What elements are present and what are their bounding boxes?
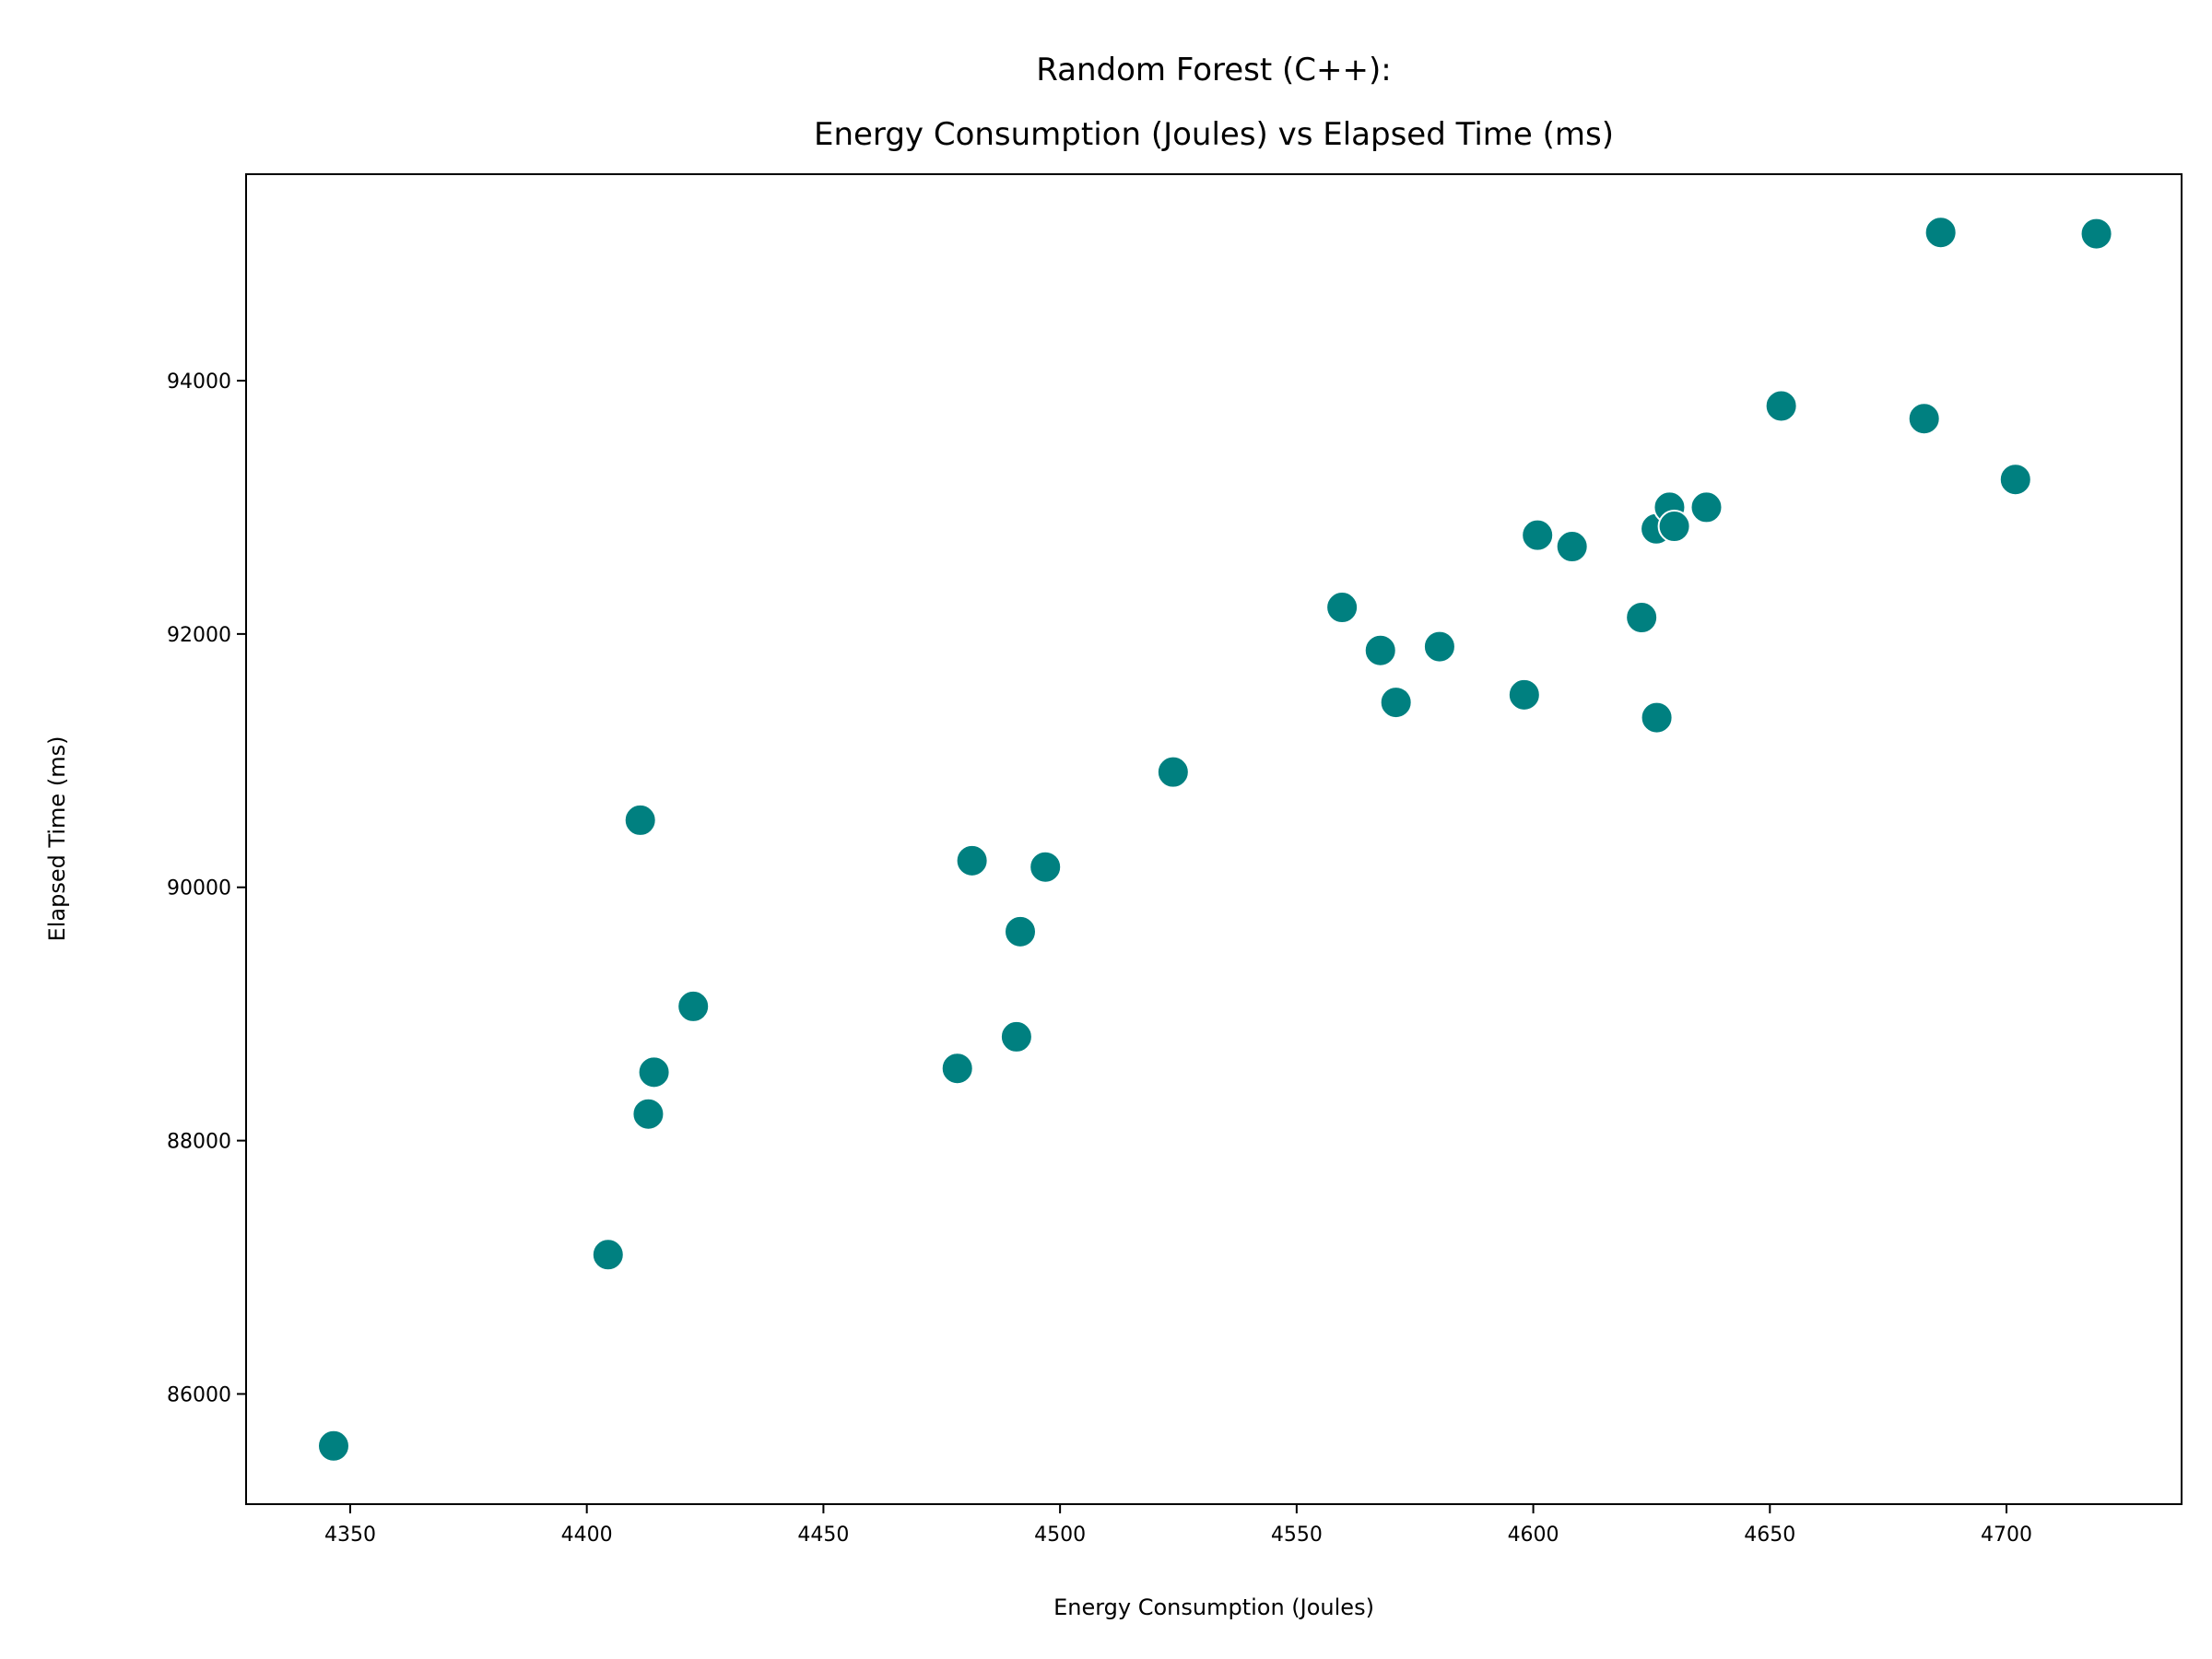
- y-axis-ticks: 86000 88000 90000 92000 94000: [167, 371, 246, 1406]
- scatter-point: [1379, 686, 1413, 720]
- x-tick-label: 4350: [324, 1524, 376, 1547]
- y-tick-label: 94000: [167, 371, 231, 394]
- x-tick-label: 4400: [561, 1524, 613, 1547]
- scatter-point: [940, 1052, 974, 1086]
- scatter-point: [1907, 402, 1941, 436]
- scatter-point: [999, 1019, 1033, 1053]
- y-axis-label: Elapsed Time (ms): [44, 736, 70, 942]
- chart-title-line-2: Energy Consumption (Joules) vs Elapsed T…: [814, 116, 1614, 153]
- data-points: [316, 216, 2113, 1463]
- scatter-point: [1924, 216, 1958, 250]
- y-tick-label: 92000: [167, 624, 231, 647]
- x-tick-label: 4550: [1271, 1524, 1323, 1547]
- chart-title-line-1: Random Forest (C++):: [1036, 52, 1391, 88]
- scatter-point: [1029, 850, 1063, 884]
- y-tick-label: 88000: [167, 1131, 231, 1154]
- scatter-point: [1998, 463, 2032, 497]
- scatter-point: [1363, 633, 1397, 667]
- scatter-point: [1764, 389, 1798, 423]
- scatter-point: [1422, 629, 1456, 664]
- scatter-point: [1521, 518, 1555, 552]
- scatter-point: [1507, 677, 1541, 712]
- y-tick-label: 90000: [167, 877, 231, 900]
- x-tick-label: 4700: [1981, 1524, 2032, 1547]
- plot-area: [245, 173, 2183, 1505]
- scatter-point: [1156, 755, 1190, 789]
- scatter-point: [2079, 217, 2113, 251]
- scatter-point: [623, 803, 657, 837]
- x-axis-label: Energy Consumption (Joules): [1053, 1594, 1374, 1620]
- y-tick-label: 86000: [167, 1383, 231, 1406]
- scatter-point: [1657, 510, 1691, 544]
- scatter-point: [316, 1429, 350, 1463]
- x-tick-label: 4500: [1034, 1524, 1086, 1547]
- scatter-point: [677, 989, 711, 1023]
- scatter-point: [1004, 914, 1037, 948]
- scatter-point: [1625, 601, 1659, 634]
- scatter-point: [637, 1055, 671, 1089]
- scatter-point: [1555, 530, 1589, 564]
- scatter-point: [955, 843, 989, 877]
- scatter-point: [1640, 700, 1674, 735]
- x-tick-label: 4450: [797, 1524, 849, 1547]
- scatter-point: [631, 1097, 665, 1131]
- x-tick-label: 4650: [1744, 1524, 1795, 1547]
- scatter-point: [591, 1238, 625, 1272]
- x-axis-ticks: 4350 4400 4450 4500 4550 4600 4650 4700: [324, 1504, 2032, 1547]
- scatter-point: [1689, 490, 1724, 524]
- x-tick-label: 4600: [1508, 1524, 1559, 1547]
- scatter-point: [1325, 591, 1359, 625]
